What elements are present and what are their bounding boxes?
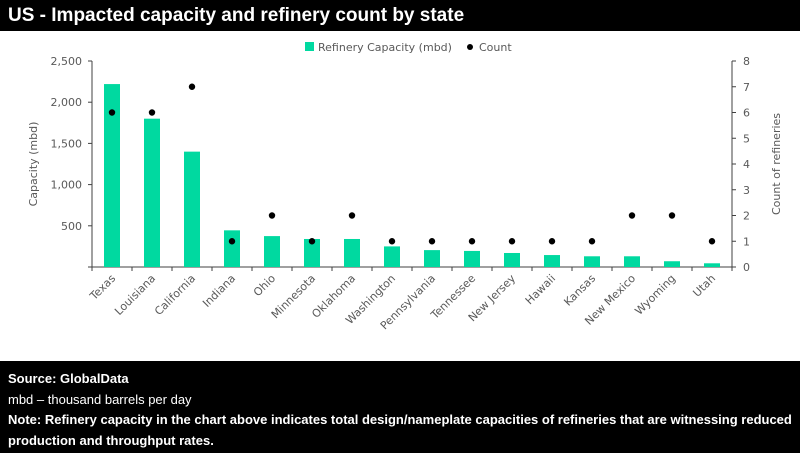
x-tick-label: California	[152, 272, 198, 318]
y-right-tick-label: 3	[743, 184, 750, 197]
y-right-tick-label: 1	[743, 235, 750, 248]
count-point-ohio	[268, 212, 276, 219]
count-point-oklahoma	[348, 212, 356, 219]
count-point-utah	[708, 238, 716, 245]
count-point-new-mexico	[628, 212, 636, 219]
source-text: Source: GlobalData	[8, 371, 129, 386]
count-point-indiana	[228, 238, 236, 245]
bar-ohio	[264, 236, 280, 267]
bar-washington	[384, 246, 400, 267]
y-axis-title: Capacity (mbd)	[27, 122, 40, 207]
bar-indiana	[224, 230, 240, 267]
bar-oklahoma	[344, 238, 360, 267]
x-tick-label: Hawaii	[523, 272, 558, 307]
count-point-wyoming	[668, 212, 676, 219]
bar-utah	[704, 263, 720, 267]
count-point-kansas	[588, 238, 596, 245]
footer: Source: GlobalData mbd – thousand barrel…	[0, 361, 800, 453]
bar-louisiana	[144, 118, 160, 268]
x-tick-label: Texas	[87, 272, 119, 304]
bar-hawaii	[544, 255, 560, 267]
note-text: Note: Refinery capacity in the chart abo…	[8, 412, 792, 448]
x-tick-label: Kansas	[561, 272, 598, 309]
chart: Refinery Capacity (mbd) Count Capacity (…	[27, 41, 783, 332]
count-point-hawaii	[548, 238, 556, 245]
y-tick-label: 2,500	[51, 55, 83, 68]
x-tick-label: Louisiana	[112, 272, 158, 318]
bar-minnesota	[304, 238, 320, 267]
y-axis-right-title: Count of refineries	[770, 113, 783, 215]
bar-kansas	[584, 256, 600, 267]
legend-label-capacity: Refinery Capacity (mbd)	[318, 41, 452, 54]
unit-note: mbd – thousand barrels per day	[8, 391, 192, 407]
legend: Refinery Capacity (mbd) Count	[305, 41, 512, 54]
y-right-tick-label: 2	[743, 210, 750, 223]
y-right-tick-label: 7	[743, 81, 750, 94]
bar-california	[184, 151, 200, 267]
legend-marker-count	[467, 44, 473, 50]
y-right-tick-label: 6	[743, 107, 750, 120]
y-tick-label: 500	[61, 220, 82, 233]
bar-tennessee	[464, 250, 480, 267]
bar-wyoming	[664, 261, 680, 267]
y-right-tick-label: 0	[743, 261, 750, 274]
y-right-tick-label: 8	[743, 55, 750, 68]
y-right-tick-label: 5	[743, 132, 750, 145]
x-tick-label: Utah	[690, 272, 718, 300]
count-point-washington	[388, 238, 396, 245]
y-tick-label: 1,500	[51, 137, 83, 150]
y-tick-label: 1,000	[51, 179, 83, 192]
y-right-tick-label: 4	[743, 158, 750, 171]
legend-swatch-capacity	[305, 42, 314, 51]
count-point-california	[188, 83, 196, 90]
x-tick-label: Wyoming	[632, 272, 678, 318]
x-tick-label: Indiana	[200, 272, 238, 310]
bar-texas	[104, 84, 120, 268]
count-point-tennessee	[468, 238, 476, 245]
count-point-louisiana	[148, 109, 156, 116]
count-point-new-jersey	[508, 238, 516, 245]
y-tick-label: 2,000	[51, 96, 83, 109]
count-point-texas	[108, 109, 116, 116]
x-tick-label: Ohio	[251, 272, 278, 299]
count-point-pennsylvania	[428, 238, 436, 245]
bar-pennsylvania	[424, 250, 440, 267]
legend-label-count: Count	[479, 41, 512, 54]
chart-title: US - Impacted capacity and refinery coun…	[0, 0, 800, 31]
bar-new-mexico	[624, 256, 640, 267]
bar-new-jersey	[504, 252, 520, 267]
count-point-minnesota	[308, 238, 316, 245]
